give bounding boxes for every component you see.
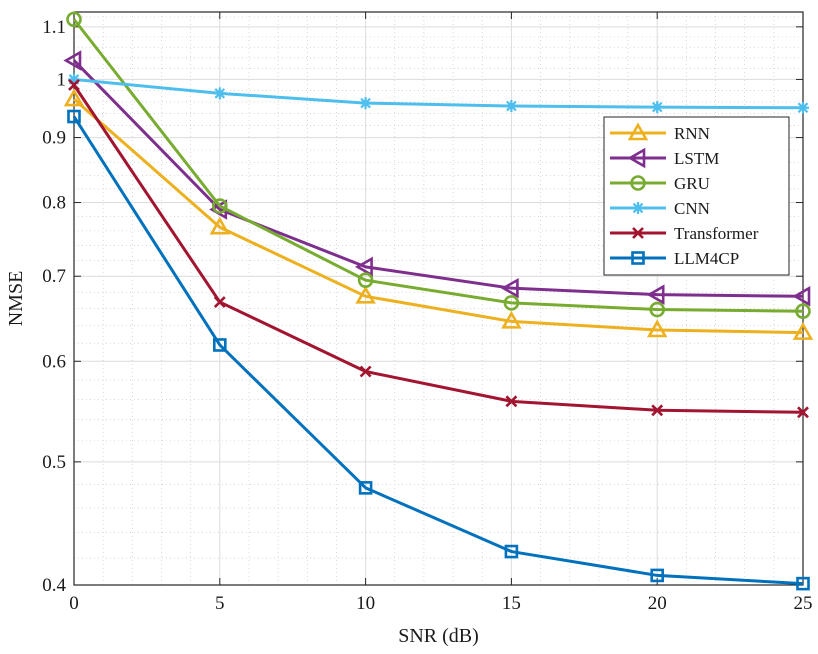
series-line-lstm (72, 59, 804, 298)
data-point-gru (503, 295, 520, 311)
y-tick-label: 0.5 (42, 452, 66, 473)
legend-marker-cnn (632, 202, 644, 214)
legend-label-transformer: Transformer (674, 224, 759, 243)
legend-item-cnn: CNN (610, 199, 710, 218)
data-point-transformer (651, 404, 664, 417)
data-point-llm4cp (796, 576, 810, 591)
legend-marker-gru (630, 175, 646, 191)
data-point-transformer (797, 406, 809, 419)
data-point-lstm (646, 284, 665, 305)
legend-label-rnn: RNN (674, 124, 710, 143)
data-point-transformer (213, 296, 226, 308)
y-tick-label: 0.8 (42, 193, 66, 214)
legend-label-gru: GRU (674, 174, 710, 193)
x-axis-label: SNR (dB) (398, 625, 479, 647)
legend-item-llm4cp: LLM4CP (610, 249, 739, 268)
data-point-gru (649, 301, 666, 318)
series-line-transformer (72, 84, 804, 414)
series-cnn (68, 73, 809, 114)
series-transformer (68, 79, 809, 419)
x-tick-label: 20 (648, 593, 667, 614)
data-point-lstm (354, 256, 373, 278)
data-point-llm4cp (213, 338, 227, 352)
data-point-cnn (68, 73, 80, 86)
data-point-lstm (500, 277, 519, 299)
data-point-cnn (213, 87, 226, 100)
data-point-rnn (209, 216, 231, 235)
plot-frame (73, 11, 804, 586)
y-tick-label: 0.7 (42, 266, 66, 287)
x-tick-label: 10 (356, 593, 375, 614)
x-tick-label: 25 (794, 593, 813, 614)
y-axis-label: NMSE (5, 271, 27, 327)
data-point-gru (66, 11, 82, 28)
data-point-rnn (646, 319, 668, 338)
legend-label-cnn: CNN (674, 199, 710, 218)
data-point-rnn (792, 321, 814, 340)
series-line-gru (72, 18, 804, 313)
series-llm4cp (67, 109, 810, 591)
data-point-cnn (505, 99, 518, 112)
y-tick-label: 1 (57, 69, 67, 90)
data-point-rnn (63, 88, 85, 107)
data-point-gru (212, 198, 228, 214)
legend-item-rnn: RNN (610, 122, 710, 143)
data-point-cnn (359, 97, 372, 110)
y-tick-label: 0.9 (42, 128, 66, 149)
legend-label-llm4cp: LLM4CP (674, 249, 739, 268)
data-point-llm4cp (358, 481, 373, 495)
series-line-cnn (73, 77, 804, 110)
legend-item-gru: GRU (610, 174, 710, 193)
data-point-llm4cp (504, 544, 519, 559)
y-tick-label: 0.4 (42, 575, 66, 596)
data-point-transformer (359, 365, 372, 378)
data-point-transformer (68, 79, 80, 91)
series-lines (63, 11, 814, 591)
x-tick-label: 15 (502, 593, 521, 614)
legend: RNN LSTM GRU CNN Transformer LLM4CP (603, 116, 790, 276)
legend-box (603, 116, 790, 276)
series-line-rnn (73, 97, 804, 335)
legend-label-lstm: LSTM (674, 149, 719, 168)
legend-marker-lstm (627, 147, 646, 169)
series-gru (66, 11, 811, 320)
series-line-llm4cp (72, 115, 804, 586)
data-point-cnn (797, 101, 809, 114)
data-point-cnn (651, 101, 664, 114)
legend-marker-rnn (627, 122, 649, 141)
legend-item-lstm: LSTM (610, 147, 719, 169)
data-point-llm4cp (650, 568, 665, 583)
data-point-gru (357, 272, 374, 288)
data-point-transformer (505, 395, 518, 408)
y-axis-ticks: 0.4 0.5 0.6 0.7 0.8 0.9 1 1.1 (42, 17, 803, 596)
data-point-rnn (501, 310, 522, 329)
y-tick-label: 0.6 (42, 351, 66, 372)
x-tick-label: 5 (215, 593, 225, 614)
series-rnn (63, 88, 814, 340)
data-point-rnn (355, 285, 376, 304)
data-point-lstm (792, 286, 811, 307)
x-tick-label: 0 (69, 593, 79, 614)
legend-marker-llm4cp (631, 251, 645, 265)
data-point-llm4cp (67, 109, 81, 124)
grid (73, 12, 804, 586)
x-axis-ticks: 0 5 10 15 20 25 (69, 12, 813, 614)
legend-marker-transformer (632, 227, 644, 239)
legend-item-transformer: Transformer (610, 224, 759, 243)
data-point-lstm (63, 50, 82, 71)
data-point-gru (795, 303, 811, 320)
y-tick-label: 1.1 (42, 17, 66, 38)
